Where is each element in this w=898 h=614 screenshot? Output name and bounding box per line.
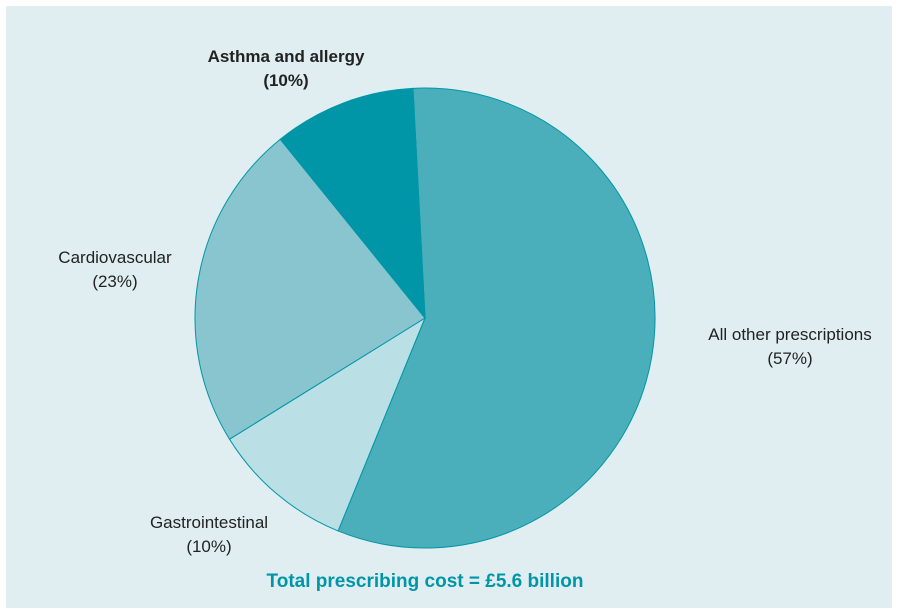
- slice-label-name: Gastrointestinal: [150, 513, 268, 532]
- slice-label-gastrointestinal: Gastrointestinal (10%): [150, 513, 268, 556]
- slice-label-name: Cardiovascular: [58, 248, 172, 267]
- slice-label-name: All other prescriptions: [708, 325, 871, 344]
- slice-label-all-other-prescriptions: All other prescriptions (57%): [708, 325, 871, 368]
- slice-label-percent: (57%): [767, 349, 812, 368]
- pie-slice-asthma-and-allergy: [279, 87, 426, 320]
- slice-label-percent: (10%): [186, 537, 231, 556]
- slice-label-percent: (23%): [92, 272, 137, 291]
- pie-slice-all-other-prescriptions: [337, 87, 656, 549]
- slice-label-asthma-and-allergy: Asthma and allergy (10%): [208, 47, 365, 90]
- slice-label-percent: (10%): [263, 71, 308, 90]
- slice-label-cardiovascular: Cardiovascular (23%): [58, 248, 172, 291]
- pie-labels: All other prescriptions (57%) Gastrointest…: [58, 47, 871, 556]
- total-cost-label: Total prescribing cost = £5.6 billion: [267, 571, 584, 592]
- pie-slice-cardiovascular: [194, 138, 426, 440]
- slice-label-name: Asthma and allergy: [208, 47, 365, 66]
- pie-slices: [194, 87, 656, 549]
- pie-slice-gastrointestinal: [228, 316, 427, 532]
